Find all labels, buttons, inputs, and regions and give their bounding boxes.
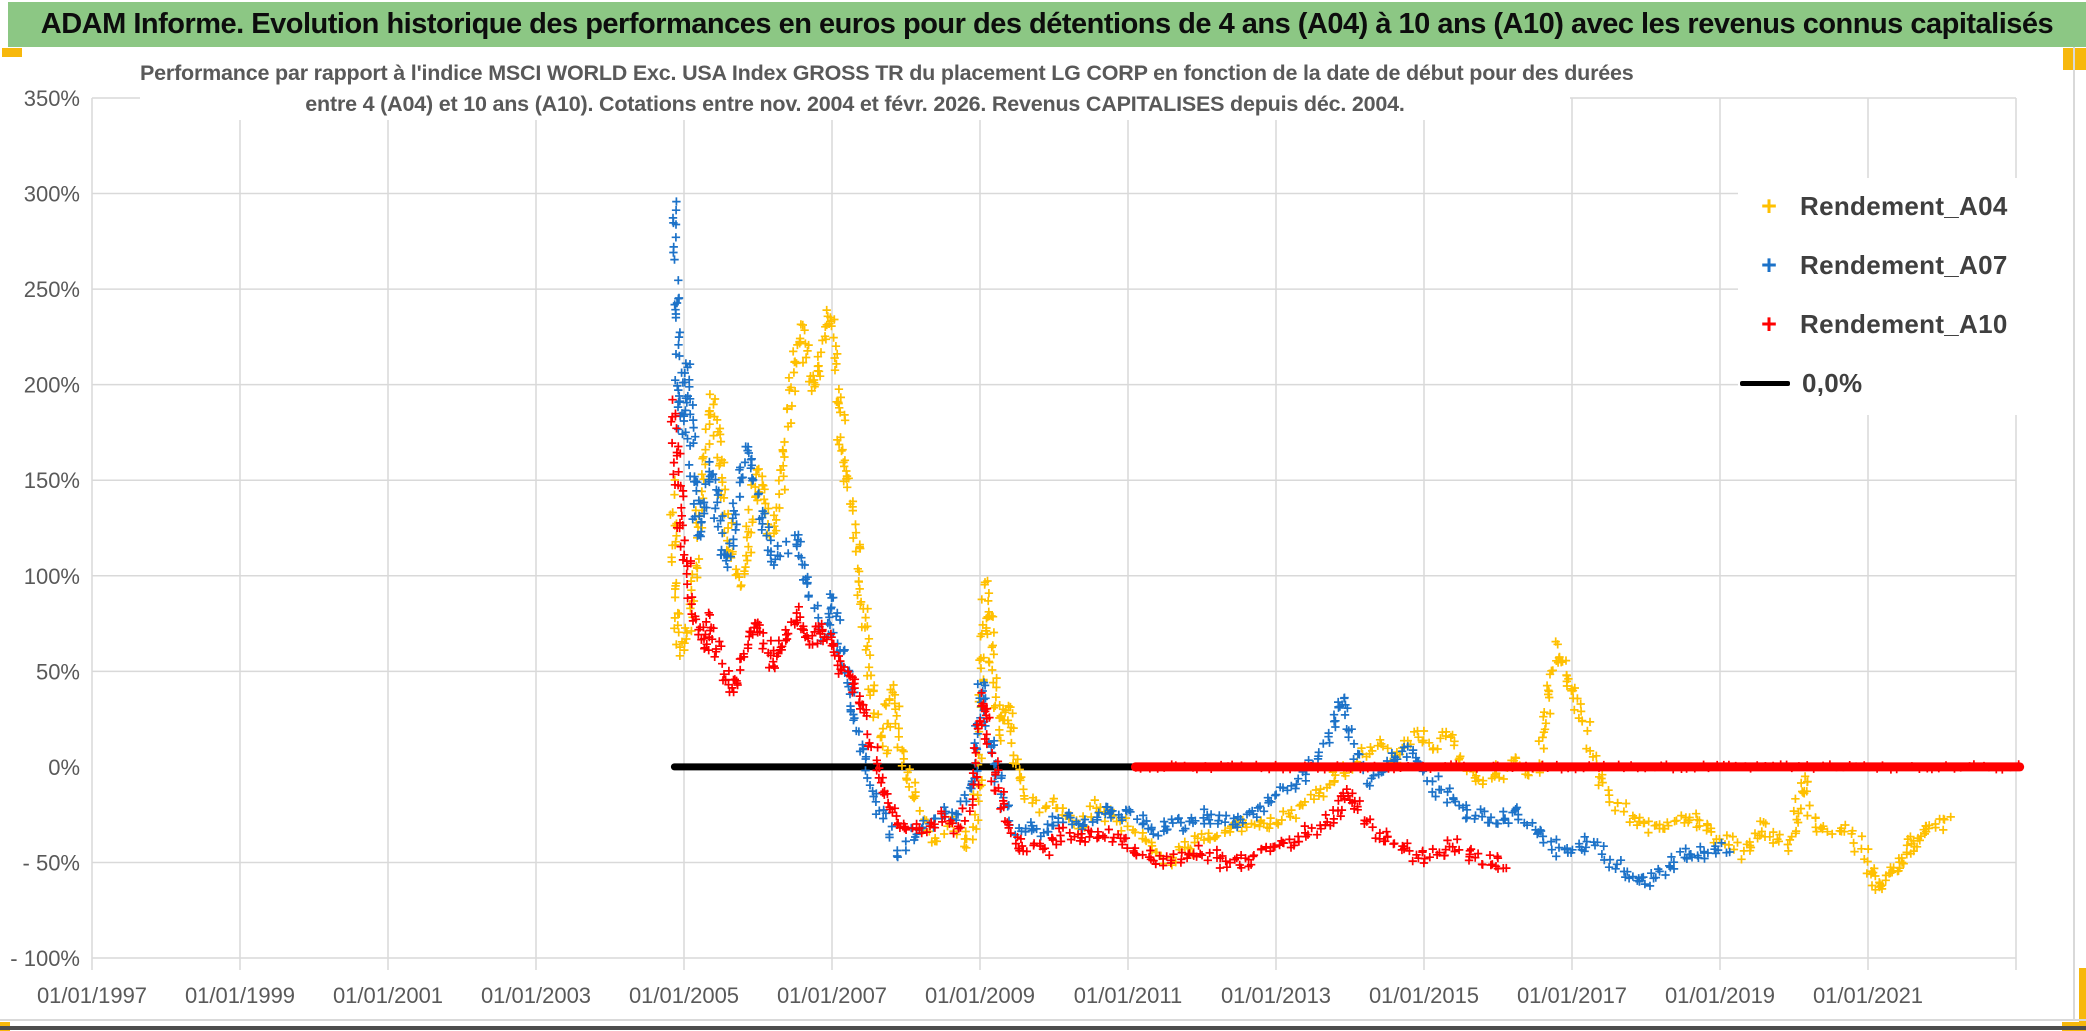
svg-text:01/01/2011: 01/01/2011	[1074, 983, 1182, 1008]
chart-legend: + Rendement_A04 + Rendement_A07 + Rendem…	[1738, 178, 2062, 415]
svg-text:150%: 150%	[24, 468, 80, 493]
legend-label: 0,0%	[1802, 367, 1863, 398]
chart-subtitle-line-2: entre 4 (A04) et 10 ans (A10). Cotations…	[305, 92, 1405, 116]
legend-label: Rendement_A10	[1800, 308, 2008, 339]
svg-text:- 50%: - 50%	[23, 850, 80, 875]
chart-subtitle: Performance par rapport à l'indice MSCI …	[140, 58, 1634, 120]
svg-text:01/01/2021: 01/01/2021	[1813, 983, 1923, 1008]
plus-marker-icon: +	[1761, 308, 1777, 339]
svg-text:01/01/1997: 01/01/1997	[37, 983, 147, 1008]
svg-text:01/01/2013: 01/01/2013	[1221, 983, 1331, 1008]
legend-item-rendement-a04: + Rendement_A04	[1738, 188, 2062, 224]
svg-text:250%: 250%	[24, 277, 80, 302]
corner-accent-right	[2079, 968, 2086, 1031]
chart-subtitle-line-1: Performance par rapport à l'indice MSCI …	[140, 61, 1634, 85]
plus-marker-icon: +	[1761, 190, 1777, 221]
svg-text:01/01/2009: 01/01/2009	[925, 983, 1035, 1008]
legend-label: Rendement_A07	[1800, 249, 2008, 280]
svg-text:01/01/2001: 01/01/2001	[333, 983, 443, 1008]
legend-item-zero-line: 0,0%	[1738, 365, 2062, 401]
svg-text:100%: 100%	[24, 564, 80, 589]
chart-bottom-border	[0, 1019, 2086, 1021]
corner-accent-top-left	[2, 48, 22, 57]
zero-line-swatch-icon	[1740, 380, 1790, 386]
svg-text:350%: 350%	[24, 86, 80, 111]
svg-text:01/01/2015: 01/01/2015	[1369, 983, 1479, 1008]
window-bottom-edge	[0, 1026, 2086, 1030]
svg-text:50%: 50%	[36, 659, 80, 684]
svg-text:01/01/2019: 01/01/2019	[1665, 983, 1775, 1008]
page-title: ADAM Informe. Evolution historique des p…	[40, 8, 2054, 40]
svg-text:01/01/2017: 01/01/2017	[1517, 983, 1627, 1008]
svg-text:01/01/2003: 01/01/2003	[481, 983, 591, 1008]
legend-label: Rendement_A04	[1800, 190, 2008, 221]
svg-text:01/01/2007: 01/01/2007	[777, 983, 887, 1008]
svg-text:01/01/2005: 01/01/2005	[629, 983, 739, 1008]
legend-item-rendement-a07: + Rendement_A07	[1738, 247, 2062, 283]
chart-right-border	[2073, 47, 2075, 1020]
svg-text:- 100%: - 100%	[10, 946, 80, 971]
svg-text:0%: 0%	[48, 755, 80, 780]
title-banner: ADAM Informe. Evolution historique des p…	[8, 2, 2086, 47]
legend-item-rendement-a10: + Rendement_A10	[1738, 306, 2062, 342]
svg-text:01/01/1999: 01/01/1999	[185, 983, 295, 1008]
plus-marker-icon: +	[1761, 249, 1777, 280]
svg-text:300%: 300%	[24, 182, 80, 207]
svg-text:200%: 200%	[24, 373, 80, 398]
